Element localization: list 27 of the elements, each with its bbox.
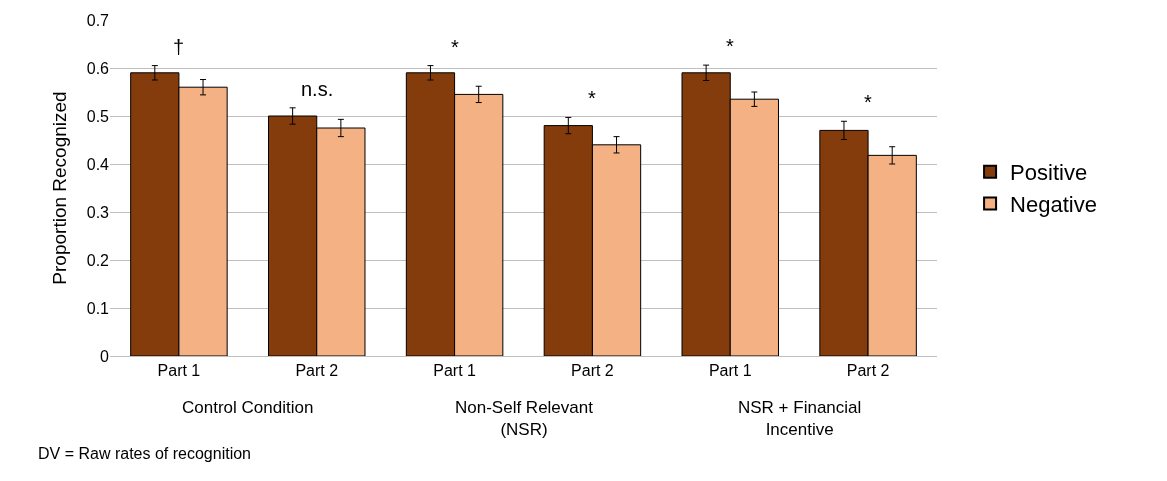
y-tick-label: 0.2 bbox=[86, 251, 110, 269]
x-tick-label: Part 1 bbox=[157, 362, 201, 380]
annotation: n.s. bbox=[301, 78, 334, 100]
x-tick-label: Part 2 bbox=[571, 362, 614, 380]
annotation: * bbox=[864, 91, 872, 113]
annotation: † bbox=[173, 36, 185, 58]
y-tick-label: 0.4 bbox=[86, 155, 110, 173]
text: Non-Self Relevant (NSR) bbox=[455, 398, 594, 440]
x-tick-label: Part 1 bbox=[708, 362, 752, 380]
legend-label: Positive bbox=[1010, 160, 1088, 186]
annotation: * bbox=[726, 35, 734, 57]
x-tick-label: Part 2 bbox=[295, 362, 339, 380]
text: DV = Raw rates of recognition bbox=[38, 445, 251, 462]
legend-label: Negative bbox=[1010, 191, 1097, 217]
text: NSR + Financial Incentive bbox=[738, 398, 862, 440]
x-tick-label: Part 2 bbox=[846, 362, 890, 380]
y-tick-label: 0.6 bbox=[86, 59, 110, 77]
y-tick-label: 0.5 bbox=[86, 107, 110, 125]
annotation: * bbox=[451, 36, 459, 58]
y-tick-label: 0.3 bbox=[86, 203, 110, 221]
annotation: * bbox=[588, 87, 596, 109]
text: Control Condition bbox=[182, 398, 314, 417]
y-tick-label: 0 bbox=[100, 347, 110, 365]
y-axis-title: Proportion Recognized bbox=[48, 91, 70, 285]
y-tick-label: 0.1 bbox=[86, 299, 110, 317]
y-tick-label: 0.7 bbox=[86, 11, 110, 29]
x-tick-label: Part 1 bbox=[433, 362, 477, 380]
